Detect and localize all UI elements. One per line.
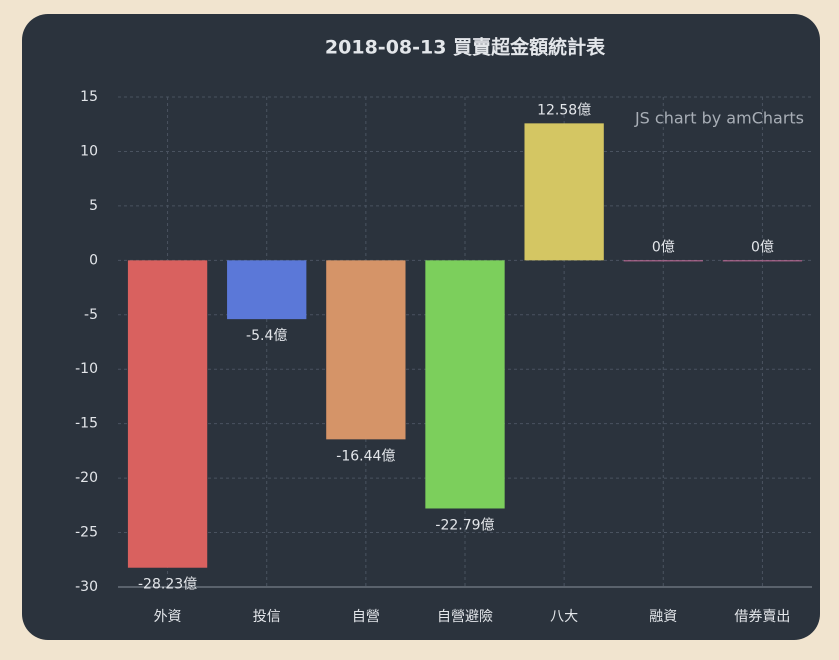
y-tick-label: -15	[75, 416, 98, 432]
bar	[722, 260, 803, 262]
x-tick-label: 自營	[352, 609, 380, 625]
y-tick-label: 0	[89, 252, 98, 268]
y-tick-label: 15	[80, 89, 98, 105]
y-tick-label: -30	[75, 579, 98, 595]
bar	[127, 260, 208, 568]
x-tick-label: 借券賣出	[734, 609, 790, 625]
value-label: 0億	[751, 239, 774, 255]
value-label: -28.23億	[138, 577, 197, 593]
x-tick-label: 自營避險	[437, 609, 493, 625]
bar	[524, 123, 604, 261]
value-label: -22.79億	[435, 517, 494, 533]
panel	[22, 14, 820, 640]
value-label: -5.4億	[246, 328, 287, 344]
chart-title: 2018-08-13 買賣超金額統計表	[325, 36, 606, 59]
y-tick-label: -20	[75, 470, 98, 486]
bar	[227, 260, 307, 320]
value-label: 0億	[652, 239, 675, 255]
y-tick-label: 10	[80, 143, 98, 159]
value-label: -16.44億	[336, 448, 395, 464]
y-tick-label: -5	[84, 307, 98, 323]
bar	[425, 260, 505, 509]
watermark: JS chart by amCharts	[634, 109, 804, 128]
bar	[326, 260, 406, 440]
x-tick-label: 八大	[550, 609, 578, 625]
bar	[623, 260, 703, 262]
x-tick-label: 融資	[649, 609, 677, 625]
x-tick-label: 投信	[253, 609, 281, 625]
y-tick-label: -10	[75, 361, 98, 377]
y-tick-label: -25	[75, 525, 98, 541]
x-tick-label: 外資	[154, 609, 182, 625]
value-label: 12.58億	[537, 102, 591, 118]
y-tick-label: 5	[89, 198, 98, 214]
